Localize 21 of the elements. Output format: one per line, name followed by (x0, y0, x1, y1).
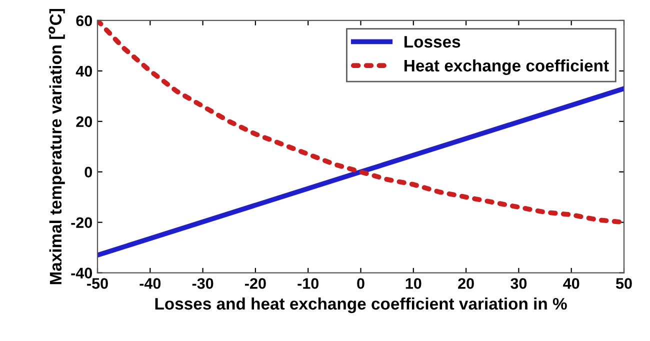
x-tick-label: 50 (616, 278, 632, 289)
x-tick-label: -30 (192, 278, 214, 289)
x-axis-title: Losses and heat exchange coefficient variation in % (155, 297, 567, 314)
y-tick-label: 60 (76, 15, 92, 26)
legend-label: Heat exchange coefficient (404, 59, 609, 75)
y-tick-label: 0 (84, 166, 92, 178)
legend-label: Losses (404, 36, 460, 48)
y-tick-label: 40 (76, 66, 92, 77)
x-tick-label: 10 (406, 278, 422, 289)
x-tick-label: 30 (510, 278, 527, 289)
x-tick-label: 40 (563, 278, 580, 289)
x-tick-label: 20 (458, 278, 474, 289)
y-tick-label: -40 (71, 268, 92, 278)
x-tick-label: -10 (298, 278, 319, 289)
x-tick-label: -50 (87, 278, 108, 289)
x-tick-label: 0 (357, 278, 364, 289)
x-tick-label: -20 (245, 278, 266, 289)
y-tick-label: 20 (76, 116, 92, 128)
x-tick-label: -40 (140, 278, 161, 289)
y-axis-title: Maximal temperature variation [$^{o}$C] (48, 9, 65, 284)
y-tick-label: -20 (71, 217, 92, 228)
